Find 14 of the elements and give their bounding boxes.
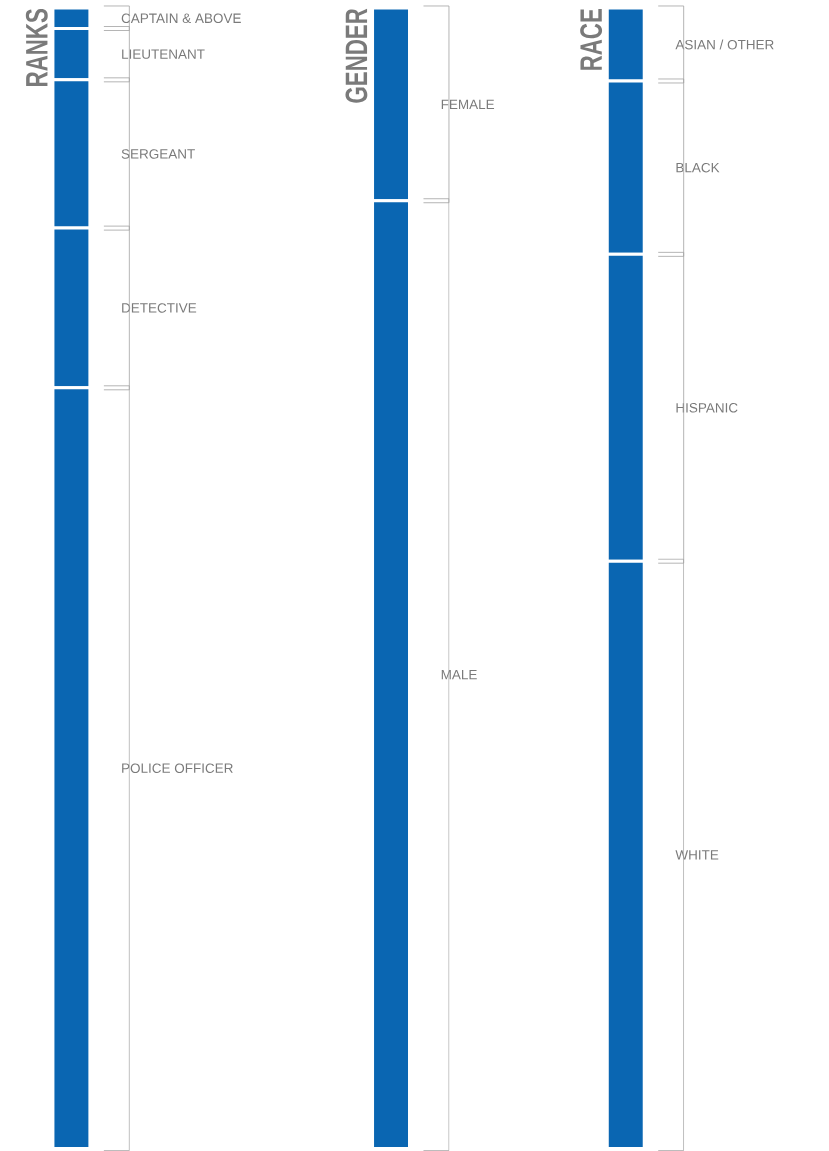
- text: DETECTIVE: [122, 303, 197, 313]
- text: POLICE OFFICER: [122, 763, 233, 773]
- text: WHITE: [675, 850, 719, 860]
- text: SERGEANT: [121, 149, 195, 159]
- text: LIEUTENANT: [122, 49, 205, 59]
- text: HISPANIC: [676, 403, 738, 413]
- text: FEMALE: [441, 99, 495, 109]
- text: RACE: [580, 9, 603, 70]
- text: ASIAN / OTHER: [675, 39, 774, 50]
- text: CAPTAIN & ABOVE: [121, 13, 241, 24]
- text: MALE: [441, 670, 477, 680]
- text: RANKS: [25, 9, 48, 86]
- text: GENDER: [345, 8, 368, 103]
- text: BLACK: [676, 162, 720, 173]
